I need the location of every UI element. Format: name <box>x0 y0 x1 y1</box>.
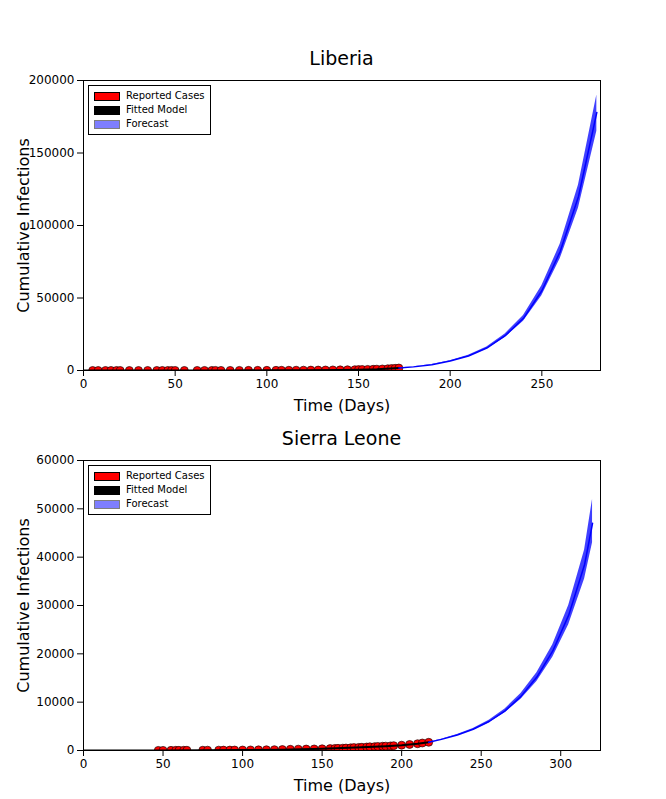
svg-text:Time (Days): Time (Days) <box>293 396 391 415</box>
svg-text:Cumulative Infections: Cumulative Infections <box>14 138 33 313</box>
svg-text:150: 150 <box>311 757 334 771</box>
svg-text:250: 250 <box>530 377 553 391</box>
svg-text:150000: 150000 <box>29 146 75 160</box>
svg-text:0: 0 <box>67 363 75 377</box>
svg-text:30000: 30000 <box>36 598 74 612</box>
html-text:Reported Cases: Reported Cases <box>126 90 205 101</box>
html-text:Sierra Leone: Sierra Leone <box>281 427 402 449</box>
html-text:Forecast: Forecast <box>126 498 169 509</box>
svg-text:200000: 200000 <box>29 73 75 87</box>
svg-text:0: 0 <box>80 377 88 391</box>
svg-text:Cumulative Infections: Cumulative Infections <box>14 518 33 693</box>
html-text:Forecast: Forecast <box>126 118 169 129</box>
svg-text:10000: 10000 <box>36 695 74 709</box>
html-text:Liberia: Liberia <box>309 47 374 69</box>
html-text:Fitted Model: Fitted Model <box>126 484 188 495</box>
svg-text:50000: 50000 <box>36 502 74 516</box>
svg-text:50: 50 <box>155 757 170 771</box>
svg-text:20000: 20000 <box>36 647 74 661</box>
svg-text:150: 150 <box>347 377 370 391</box>
svg-text:60000: 60000 <box>36 453 74 467</box>
svg-text:100: 100 <box>255 377 278 391</box>
svg-text:40000: 40000 <box>36 550 74 564</box>
svg-text:100: 100 <box>231 757 254 771</box>
html-text:Fitted Model: Fitted Model <box>126 104 188 115</box>
svg-text:200: 200 <box>439 377 462 391</box>
svg-text:50: 50 <box>168 377 183 391</box>
svg-text:100000: 100000 <box>29 218 75 232</box>
svg-text:300: 300 <box>549 757 572 771</box>
svg-text:0: 0 <box>67 743 75 757</box>
svg-text:Time (Days): Time (Days) <box>293 776 391 795</box>
svg-text:0: 0 <box>80 757 88 771</box>
svg-text:200: 200 <box>390 757 413 771</box>
svg-text:250: 250 <box>470 757 493 771</box>
svg-text:50000: 50000 <box>36 291 74 305</box>
html-text:Reported Cases: Reported Cases <box>126 470 205 481</box>
